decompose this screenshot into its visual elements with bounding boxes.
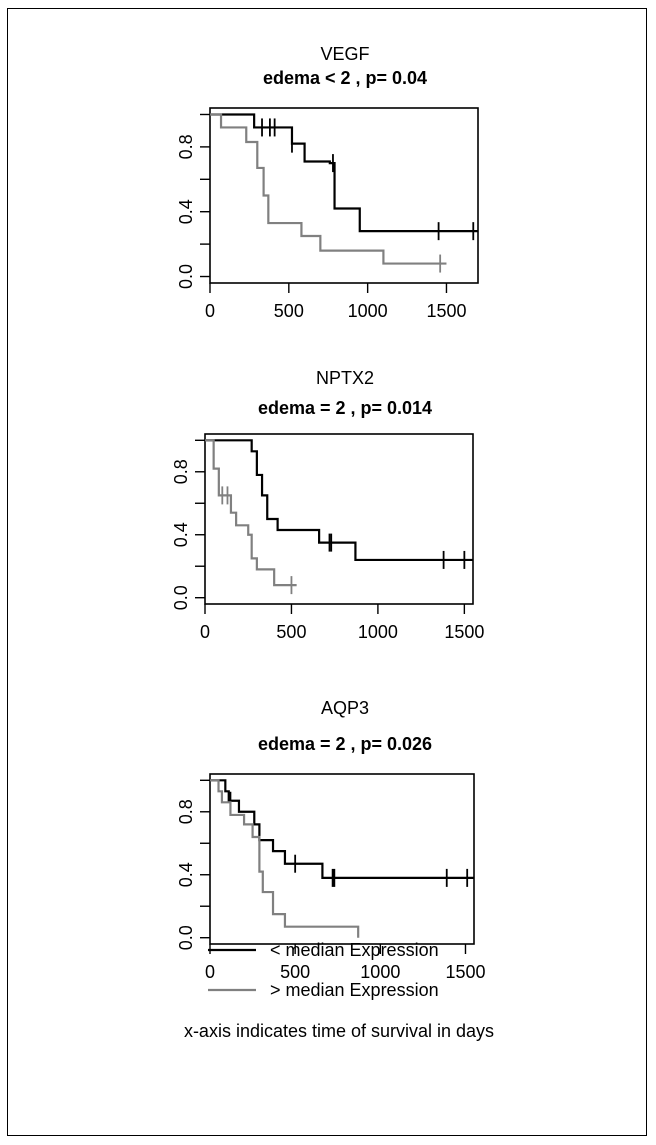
km-curve-below-median xyxy=(210,114,478,231)
footnote: x-axis indicates time of survival in day… xyxy=(184,1021,494,1041)
legend-label-below-median: < median Expression xyxy=(270,940,439,960)
x-tick-label: 1500 xyxy=(444,622,484,642)
panel-subtitle: edema = 2 , p= 0.014 xyxy=(258,398,432,418)
x-tick-label: 0 xyxy=(205,962,215,982)
x-tick-label: 500 xyxy=(280,962,310,982)
panel-vegf: VEGF edema < 2 , p= 0.04 0.0 0.4 0.8 0 500 10… xyxy=(176,44,478,321)
x-tick-label: 500 xyxy=(276,622,306,642)
y-tick-label: 0.4 xyxy=(176,199,196,224)
km-curve-above-median xyxy=(205,440,297,585)
y-tick-label: 0.8 xyxy=(176,799,196,824)
x-tick-label: 1500 xyxy=(445,962,485,982)
plot-frame xyxy=(210,774,474,944)
panel-title: NPTX2 xyxy=(316,368,374,388)
km-curve-below-median xyxy=(210,780,474,878)
y-tick-label: 0.0 xyxy=(171,585,191,610)
y-tick-label: 0.0 xyxy=(176,925,196,950)
panel-title: AQP3 xyxy=(321,698,369,718)
legend: < median Expression > median Expression xyxy=(208,940,439,1000)
x-tick-label: 1000 xyxy=(358,622,398,642)
x-tick-label: 500 xyxy=(274,301,304,321)
plot-frame xyxy=(210,108,478,283)
km-curve-below-median xyxy=(205,440,473,560)
y-tick-label: 0.8 xyxy=(176,134,196,159)
x-tick-label: 0 xyxy=(200,622,210,642)
x-tick-label: 0 xyxy=(205,301,215,321)
panel-subtitle: edema < 2 , p= 0.04 xyxy=(263,68,427,88)
panel-title: VEGF xyxy=(320,44,369,64)
legend-label-above-median: > median Expression xyxy=(270,980,439,1000)
plot-frame xyxy=(205,434,473,604)
x-tick-label: 1000 xyxy=(360,962,400,982)
panel-nptx2: NPTX2 edema = 2 , p= 0.014 0.0 0.4 0.8 0 500… xyxy=(171,368,484,642)
y-tick-label: 0.4 xyxy=(176,862,196,887)
km-curve-above-median xyxy=(210,114,446,263)
y-tick-label: 0.4 xyxy=(171,522,191,547)
x-tick-label: 1000 xyxy=(348,301,388,321)
x-tick-label: 1500 xyxy=(426,301,466,321)
y-tick-label: 0.0 xyxy=(176,264,196,289)
panel-subtitle: edema = 2 , p= 0.026 xyxy=(258,734,432,754)
y-tick-label: 0.8 xyxy=(171,459,191,484)
